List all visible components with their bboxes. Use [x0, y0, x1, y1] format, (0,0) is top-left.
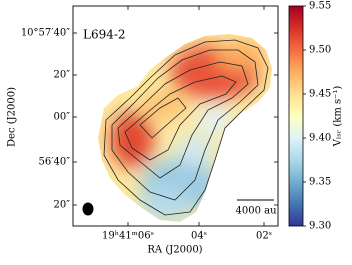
colorbar [288, 5, 304, 227]
x-axis-label: RA (J2000) [147, 245, 202, 256]
map-frame [72, 5, 279, 227]
y-axis-label: Dec (J2000) [7, 87, 18, 147]
colorbar-tick-label: 9.50 [309, 45, 331, 56]
y-tick-label: 20″ [54, 70, 71, 81]
scale-bar-label: 4000 au [235, 206, 277, 217]
x-tick-label: 04ˢ [191, 231, 207, 242]
y-tick-label: 00″ [54, 112, 71, 123]
colorbar-tick-label: 9.45 [309, 89, 331, 100]
beam [82, 202, 94, 216]
x-tick-label: 02ˢ [256, 231, 272, 242]
source-name: L694-2 [83, 28, 126, 42]
contours [103, 39, 269, 216]
colorbar-label: Vₗₛᵣ (km s⁻¹) [333, 86, 344, 148]
y-tick-label: 20″ [54, 200, 71, 211]
y-tick-label: 56′40″ [39, 157, 71, 168]
colorbar-tick-label: 9.40 [309, 133, 331, 144]
y-tick-label: 10°57′40″ [21, 28, 70, 39]
x-tick-label: 19ʰ41ᵐ06ˢ [102, 231, 154, 242]
colorbar-tick-label: 9.35 [309, 177, 331, 188]
colorbar-tick-label: 9.30 [309, 221, 331, 232]
colorbar-tick-label: 9.55 [309, 1, 331, 12]
